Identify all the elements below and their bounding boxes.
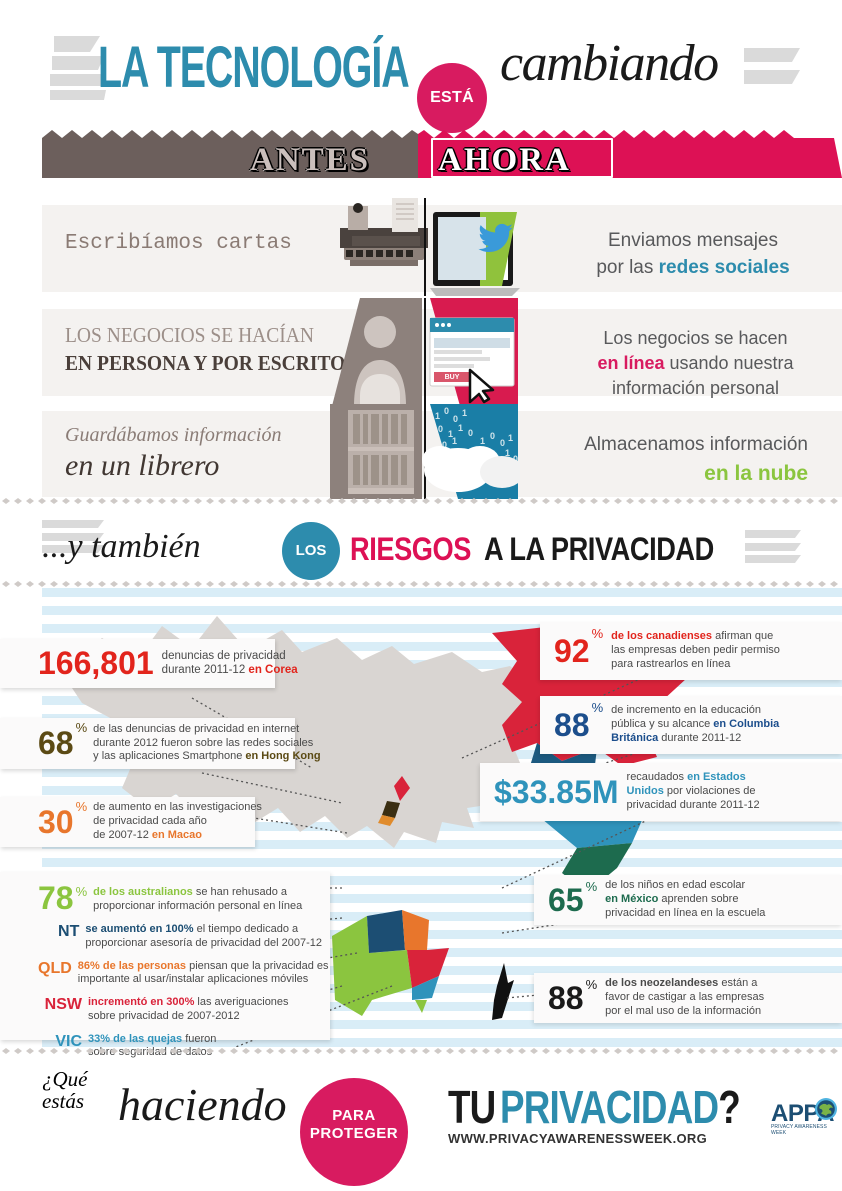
svg-text:0: 0 bbox=[438, 424, 443, 434]
svg-text:1: 1 bbox=[452, 436, 457, 446]
svg-text:0: 0 bbox=[500, 438, 505, 448]
svg-text:0: 0 bbox=[468, 428, 473, 438]
svg-text:1: 1 bbox=[458, 423, 463, 433]
svg-text:1: 1 bbox=[462, 408, 467, 418]
svg-text:1: 1 bbox=[435, 411, 440, 421]
svg-text:1: 1 bbox=[480, 436, 485, 446]
svg-text:0: 0 bbox=[490, 431, 495, 441]
svg-text:0: 0 bbox=[444, 406, 449, 416]
svg-text:BUY: BUY bbox=[445, 374, 460, 381]
svg-text:1: 1 bbox=[508, 433, 513, 443]
